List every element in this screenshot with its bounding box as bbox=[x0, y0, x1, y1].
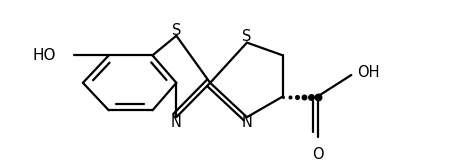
Text: N: N bbox=[171, 115, 182, 130]
Text: OH: OH bbox=[357, 64, 380, 79]
Text: HO: HO bbox=[33, 48, 56, 63]
Text: N: N bbox=[242, 115, 252, 130]
Text: S: S bbox=[242, 29, 252, 44]
Text: S: S bbox=[172, 23, 181, 38]
Text: O: O bbox=[312, 147, 323, 162]
